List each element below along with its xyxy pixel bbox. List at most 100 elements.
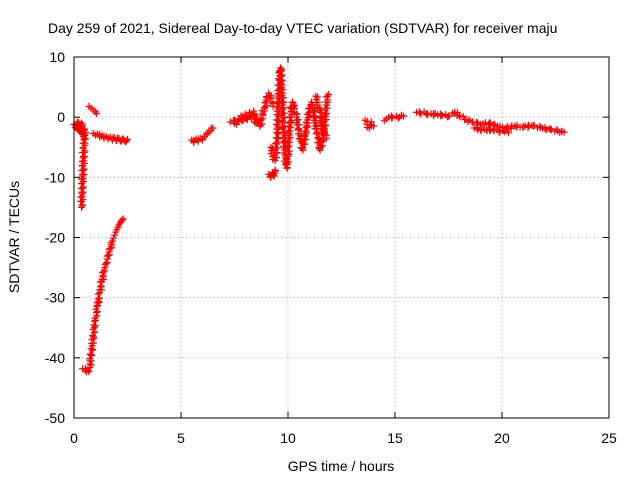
data-point-trail	[108, 135, 116, 143]
y-tick-label: 10	[49, 49, 65, 65]
data-point-trail	[473, 124, 481, 132]
y-tick-label: -10	[45, 169, 65, 185]
data-point-trail	[86, 350, 94, 358]
x-tick-label: 25	[601, 430, 617, 446]
data-point-trail	[79, 149, 87, 157]
data-point-trail	[424, 111, 432, 119]
grid-layer	[74, 57, 609, 418]
data-point-trail	[302, 136, 310, 144]
data-point-trail	[96, 130, 104, 138]
data-point-trail	[317, 106, 325, 114]
data-point	[111, 231, 119, 239]
y-tick-label: -50	[45, 410, 65, 426]
data-point-trail	[491, 120, 499, 128]
data-point-trail	[322, 131, 330, 139]
data-point-trail	[194, 137, 202, 145]
data-point-trail	[443, 113, 451, 121]
data-point-trail	[318, 142, 326, 150]
data-point-trail	[271, 167, 279, 175]
data-point-trail	[310, 103, 318, 111]
data-point-trail	[79, 144, 87, 152]
data-point-trail	[123, 137, 131, 145]
chart-title: Day 259 of 2021, Sidereal Day-to-day VTE…	[48, 20, 557, 36]
data-point-trail	[80, 136, 88, 144]
data-point-trail	[79, 131, 87, 139]
data-point-trail	[269, 171, 277, 179]
data-point	[109, 237, 117, 245]
data-point-trail	[305, 105, 313, 113]
data-point-trail	[474, 119, 482, 127]
x-tick-label: 20	[494, 430, 510, 446]
data-point-trail	[275, 85, 283, 93]
data-point-trail	[91, 322, 99, 330]
data-point	[104, 252, 112, 260]
data-point-trail	[261, 99, 269, 107]
data-point-trail	[530, 122, 538, 130]
data-point	[118, 216, 126, 224]
data-point-trail	[394, 114, 402, 122]
data-point-trail	[477, 127, 485, 135]
data-point	[110, 234, 118, 242]
data-point-trail	[95, 294, 103, 302]
data-point-trail	[324, 96, 332, 104]
data-point-trail	[286, 127, 294, 135]
data-point-trail	[314, 98, 322, 106]
data-point	[102, 259, 110, 267]
data-point-trail	[91, 328, 99, 336]
data-point-trail	[230, 116, 238, 124]
data-point-trail	[93, 312, 101, 320]
data-point-trail	[238, 116, 246, 124]
data-point-trail	[304, 123, 312, 131]
data-point-trail	[315, 104, 323, 112]
data-point-trail	[273, 149, 281, 157]
data-point-trail	[504, 127, 512, 135]
data-point-trail	[456, 113, 464, 121]
data-point-trail	[190, 138, 198, 146]
data-point-trail	[90, 321, 98, 329]
data-point-trail	[367, 121, 375, 129]
data-point-trail	[298, 145, 306, 153]
data-point	[400, 112, 408, 120]
x-tick-label: 5	[177, 430, 185, 446]
data-point-trail	[77, 197, 85, 205]
x-tick-label: 15	[387, 430, 403, 446]
data-point-trail	[323, 104, 331, 112]
data-point-trail	[81, 135, 89, 143]
data-point-trail	[207, 124, 215, 132]
data-point-trail	[293, 110, 301, 118]
y-axis-title: SDTVAR / TECUs	[6, 181, 22, 293]
data-point	[100, 268, 108, 276]
data-point-trail	[389, 113, 397, 121]
data-point-trail	[78, 202, 86, 210]
data-point-trail	[260, 107, 268, 115]
data-point-trail	[87, 344, 95, 352]
y-tick-label: 0	[57, 109, 65, 125]
data-point-trail	[276, 72, 284, 80]
data-point-trail	[278, 81, 286, 89]
data-point	[226, 118, 234, 126]
data-point-trail	[95, 297, 103, 305]
data-point-trail	[445, 112, 453, 120]
data-point-trail	[322, 93, 330, 101]
data-point-trail	[490, 127, 498, 135]
data-point-trail	[100, 132, 108, 140]
points-layer	[70, 64, 568, 376]
x-tick-label: 0	[70, 430, 78, 446]
x-tick-label: 10	[280, 430, 296, 446]
data-point-trail	[108, 243, 116, 251]
data-point-trail	[312, 130, 320, 138]
data-point-trail	[80, 126, 88, 134]
data-point-trail	[474, 126, 482, 134]
data-point-trail	[97, 282, 105, 290]
data-point-trail	[78, 193, 86, 201]
data-point-trail	[294, 116, 302, 124]
data-point-trail	[438, 112, 446, 120]
x-axis-title: GPS time / hours	[288, 458, 395, 474]
data-point-trail	[103, 258, 111, 266]
data-point-trail	[81, 153, 89, 161]
data-point-trail	[199, 135, 207, 143]
labels-layer: 0 5 10 15 20 25 -50 -40 -30 -20 -10 0 10	[45, 49, 617, 446]
y-tick-label: -40	[45, 350, 65, 366]
